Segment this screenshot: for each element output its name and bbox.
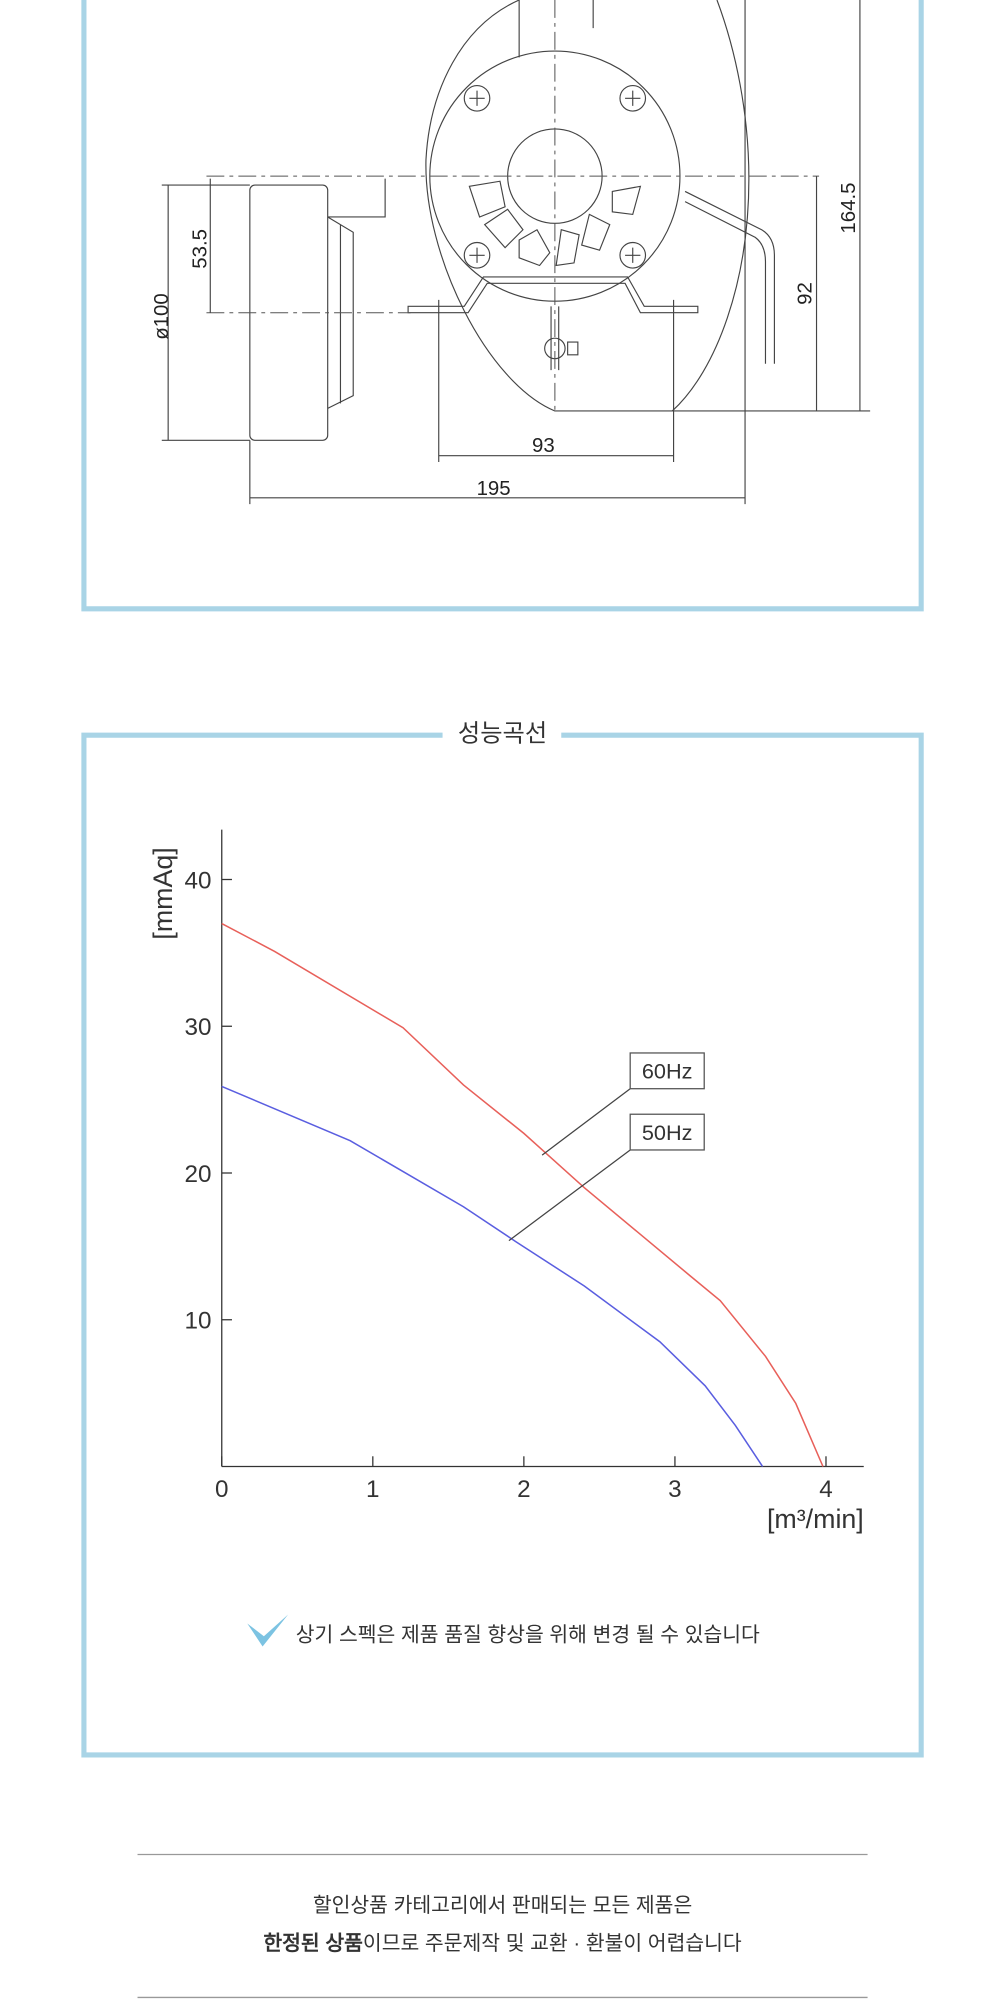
x-tick-label: 3 xyxy=(668,1476,682,1503)
dimension-label: 93 xyxy=(532,435,555,457)
y-axis-label: [mmAq] xyxy=(148,847,178,939)
series-line xyxy=(221,1085,764,1467)
dimension-label: ø100 xyxy=(151,293,173,340)
check-icon xyxy=(247,1614,289,1647)
label-leader xyxy=(541,1088,631,1156)
dimension-label: 92 xyxy=(794,282,816,305)
series-label: 60Hz xyxy=(642,1058,693,1083)
dimension-label: 164.5 xyxy=(838,183,860,234)
section-title: 성능곡선 xyxy=(458,721,547,748)
chart: [mmAq] [m³/min] 10 20 30 40 0 1 2 3 4 60Hz 50Hz xyxy=(148,829,864,1534)
x-tick-label: 0 xyxy=(215,1476,229,1503)
drawing-frame xyxy=(81,0,924,612)
technical-drawing xyxy=(161,0,871,505)
y-tick-label: 20 xyxy=(185,1161,212,1188)
series-label-box xyxy=(629,1052,705,1090)
series-label-box xyxy=(629,1113,705,1151)
x-tick-label: 1 xyxy=(366,1476,380,1503)
dimension-label: 53.5 xyxy=(189,229,211,269)
note: 상기 스펙은 제품 품질 향상을 위해 변경 될 수 있습니다 xyxy=(296,1623,760,1646)
footer-bold: 한정된 상품 xyxy=(263,1932,363,1955)
y-tick-label: 30 xyxy=(185,1014,212,1041)
series-line xyxy=(221,922,824,1467)
x-axis-label: [m³/min] xyxy=(767,1504,864,1534)
chart-frame xyxy=(81,732,924,1758)
dimension-label: 195 xyxy=(477,478,511,500)
y-tick-label: 40 xyxy=(185,867,212,894)
footer-text: 이므로 주문제작 및 교환 · 환불이 어렵습니다 xyxy=(363,1932,742,1955)
series-label: 50Hz xyxy=(642,1120,693,1145)
x-tick-label: 4 xyxy=(819,1476,833,1503)
footer-line: 할인상품 카테고리에서 판매되는 모든 제품은 xyxy=(313,1894,692,1917)
y-tick-label: 10 xyxy=(185,1308,212,1335)
footer-line: 한정된 상품이므로 주문제작 및 교환 · 환불이 어렵습니다 xyxy=(263,1932,742,1955)
label-leader xyxy=(508,1149,631,1242)
x-tick-label: 2 xyxy=(517,1476,531,1503)
